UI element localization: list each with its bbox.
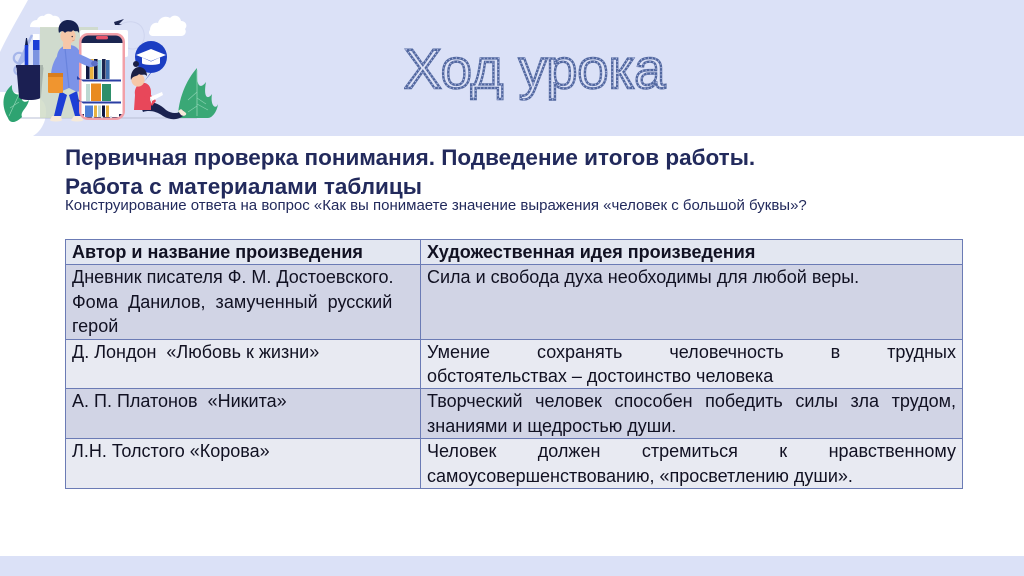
svg-text:Ход урока: Ход урока [404, 37, 666, 100]
